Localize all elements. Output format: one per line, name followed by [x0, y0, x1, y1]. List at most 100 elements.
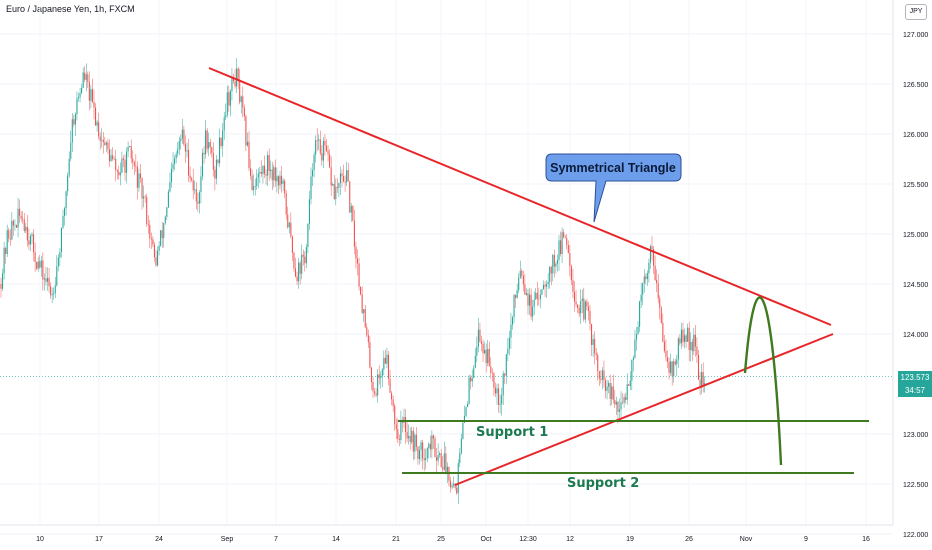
candle-body — [623, 397, 625, 403]
candle-body — [687, 327, 689, 342]
candle-body — [82, 72, 84, 88]
candle-body — [197, 201, 199, 204]
candle-body — [107, 142, 109, 150]
candle-body — [519, 270, 521, 278]
candle-body — [479, 329, 481, 342]
candle-body — [273, 167, 275, 181]
candle-body — [343, 176, 345, 182]
candle-body — [436, 457, 438, 461]
candle-body — [473, 367, 475, 378]
candle-body — [673, 361, 675, 377]
symmetrical-triangle-callout[interactable]: Symmetrical Triangle — [545, 153, 682, 223]
candle-body — [634, 339, 636, 358]
candle-body — [200, 176, 202, 193]
candle-body — [65, 191, 67, 209]
currency-badge[interactable]: JPY — [905, 4, 927, 20]
candle-body — [594, 339, 596, 354]
candle-body — [71, 119, 73, 143]
candle-body — [112, 155, 114, 160]
candle-body — [612, 386, 614, 401]
candle-body — [166, 207, 168, 217]
candle-body — [301, 254, 303, 274]
projection-arc[interactable] — [743, 296, 783, 466]
candle-body — [53, 293, 55, 295]
candle-body — [259, 171, 261, 174]
y-tick-label: 124.500 — [903, 282, 928, 289]
candle-body — [589, 310, 591, 325]
candle-body — [195, 189, 197, 202]
candle-body — [147, 223, 149, 226]
candle-body — [356, 258, 359, 264]
candle-body — [666, 357, 669, 362]
candle-body — [420, 442, 422, 450]
candle-body — [327, 151, 329, 155]
candle-body — [470, 377, 472, 382]
candle-body — [529, 294, 531, 306]
candle-body — [101, 139, 103, 141]
candle-body — [223, 117, 225, 131]
candle-body — [366, 327, 368, 336]
candle-body — [139, 173, 142, 179]
candle-body — [263, 165, 266, 174]
candle-body — [383, 357, 385, 370]
candle-body — [132, 158, 134, 163]
candle-body — [214, 169, 216, 179]
x-tick-label: 10 — [36, 536, 44, 543]
candle-body — [679, 338, 681, 344]
candle-body — [581, 298, 583, 301]
candle-body — [43, 278, 45, 280]
candle-body — [315, 140, 317, 155]
candle-body — [504, 373, 506, 376]
candle-body — [651, 246, 653, 250]
candle-body — [174, 158, 176, 164]
candle-body — [592, 339, 594, 345]
candle-body — [702, 372, 704, 385]
candle-body — [522, 275, 524, 285]
candle-body — [403, 417, 405, 423]
candle-body — [555, 263, 557, 267]
candle-body — [64, 208, 66, 216]
candle-body — [40, 260, 42, 268]
candle-body — [563, 232, 565, 238]
candle-body — [81, 87, 83, 93]
candle-body — [417, 446, 419, 459]
candle-body — [222, 130, 224, 146]
candle-body — [640, 294, 642, 302]
candle-body — [457, 463, 459, 494]
candle-body — [189, 175, 191, 179]
candle-body — [508, 337, 510, 349]
candle-body — [544, 284, 546, 287]
candle-body — [663, 341, 665, 352]
candle-body — [46, 277, 49, 282]
candle-body — [432, 435, 434, 439]
candle-body — [535, 292, 537, 300]
candle-body — [491, 372, 493, 374]
candle-body — [146, 197, 148, 224]
candle-body — [14, 224, 16, 226]
candle-body — [335, 186, 337, 200]
candle-body — [395, 424, 397, 430]
pattern-label: Symmetrical Triangle — [550, 161, 676, 175]
candle-body — [625, 397, 627, 400]
candle-body — [271, 169, 273, 181]
lower-trendline[interactable] — [454, 333, 834, 486]
y-tick-label: 125.500 — [903, 182, 928, 189]
candle-body — [392, 399, 394, 406]
candle-body — [684, 335, 686, 342]
candle-body — [158, 245, 160, 251]
candle-body — [324, 140, 326, 146]
candle-body — [524, 284, 526, 295]
candle-body — [428, 443, 430, 448]
candle-body — [74, 114, 76, 125]
candle-body — [88, 81, 90, 101]
candle-body — [201, 152, 204, 177]
candle-body — [95, 107, 97, 126]
upper-trendline[interactable] — [208, 67, 832, 326]
candle-body — [414, 434, 416, 452]
candle-body — [344, 181, 346, 183]
x-tick-label: 25 — [437, 536, 445, 543]
candle-body — [659, 298, 661, 309]
candle-body — [143, 196, 145, 199]
candle-body — [665, 351, 667, 358]
